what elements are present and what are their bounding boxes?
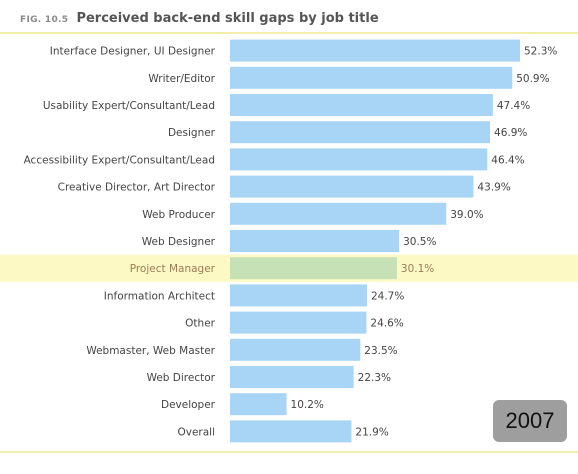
value-label: 52.3% xyxy=(524,46,557,58)
year-badge: 2007 xyxy=(493,400,567,442)
bar xyxy=(230,121,491,144)
category-label: Interface Designer, UI Designer xyxy=(50,46,216,58)
category-label: Creative Director, Art Director xyxy=(58,182,216,194)
bar xyxy=(230,94,493,116)
category-label: Designer xyxy=(168,127,216,139)
bar xyxy=(230,393,287,416)
value-label: 10.2% xyxy=(291,399,324,411)
bar xyxy=(230,66,513,89)
value-label: 21.9% xyxy=(355,426,388,438)
value-label: 24.7% xyxy=(371,290,404,302)
category-label: Web Designer xyxy=(142,236,216,248)
category-label: Usability Expert/Consultant/Lead xyxy=(43,100,215,112)
bar xyxy=(230,311,367,334)
bar xyxy=(230,338,361,361)
bar xyxy=(230,257,397,280)
bar xyxy=(230,202,447,225)
bar xyxy=(230,284,367,307)
category-label: Writer/Editor xyxy=(148,73,215,85)
value-label: 39.0% xyxy=(450,209,483,221)
value-label: 43.9% xyxy=(477,182,510,194)
bar xyxy=(230,39,520,62)
chart-title: Perceived back-end skill gaps by job tit… xyxy=(76,11,379,26)
bar xyxy=(230,230,400,252)
chart-header: FIG. 10.5 Perceived back-end skill gaps … xyxy=(20,7,379,27)
value-label: 50.9% xyxy=(516,73,549,85)
category-label: Overall xyxy=(177,426,215,438)
bar xyxy=(230,175,474,198)
category-label: Web Director xyxy=(147,372,216,384)
value-label: 23.5% xyxy=(364,345,397,357)
category-label: Developer xyxy=(161,399,216,411)
bar xyxy=(230,148,488,171)
value-label: 22.3% xyxy=(358,372,391,384)
category-label: Project Manager xyxy=(130,263,216,275)
category-label: Web Producer xyxy=(142,209,215,221)
bar xyxy=(230,366,354,388)
value-label: 30.5% xyxy=(403,236,436,248)
category-label: Information Architect xyxy=(104,290,215,302)
value-label: 47.4% xyxy=(497,100,530,112)
category-label: Webmaster, Web Master xyxy=(86,345,215,357)
bar xyxy=(230,420,352,443)
bottom-divider xyxy=(0,451,578,453)
value-label: 24.6% xyxy=(370,318,403,330)
category-label: Other xyxy=(185,318,215,330)
figure-number: FIG. 10.5 xyxy=(20,15,69,25)
value-label: 46.4% xyxy=(491,154,524,166)
category-label: Accessibility Expert/Consultant/Lead xyxy=(24,154,215,166)
value-label: 46.9% xyxy=(494,127,527,139)
title-divider xyxy=(0,32,578,34)
value-label: 30.1% xyxy=(401,263,434,275)
